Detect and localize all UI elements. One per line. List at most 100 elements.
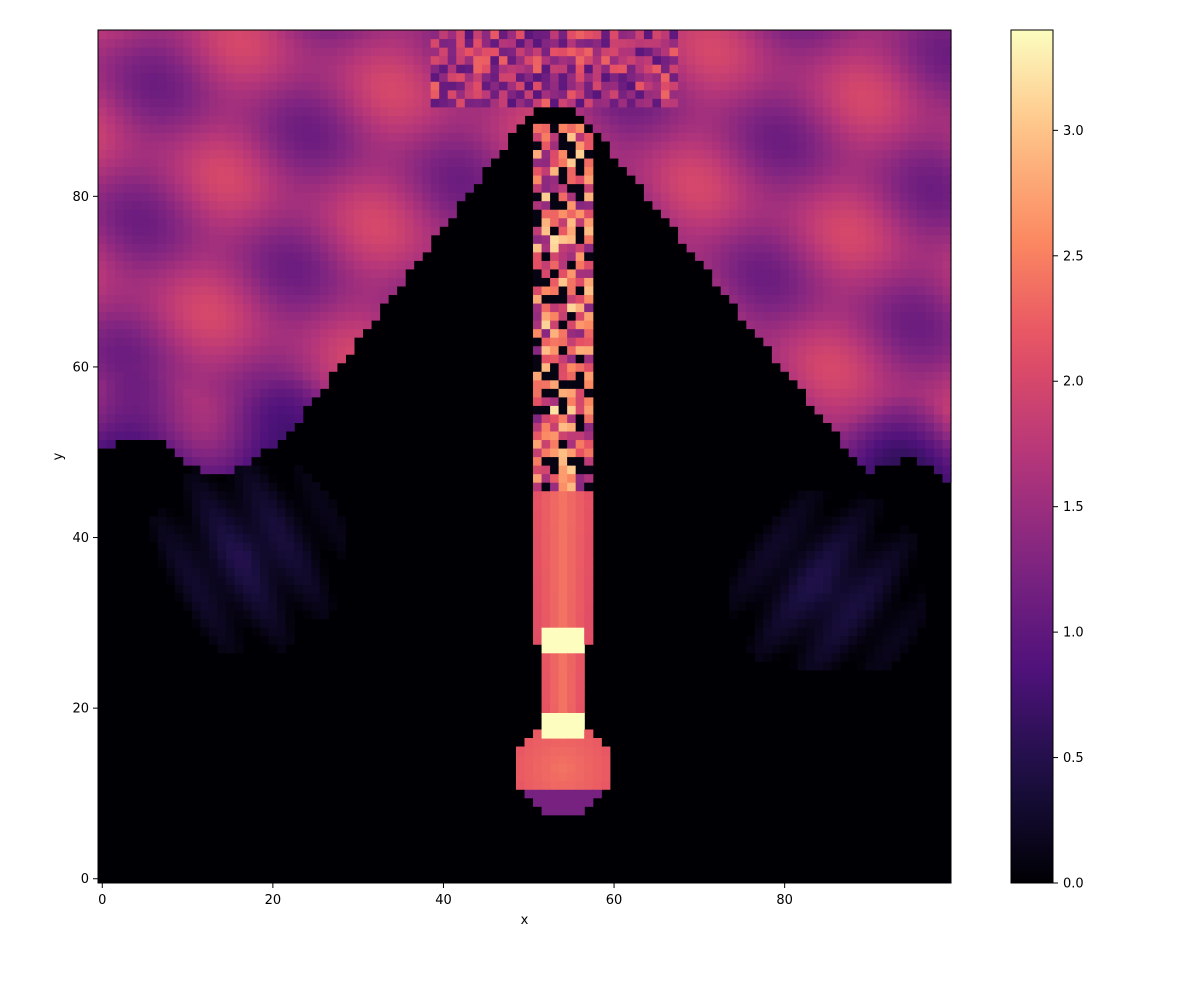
heatmap-cell: [737, 285, 747, 296]
heatmap-cell: [754, 627, 764, 637]
heatmap-cell: [140, 234, 150, 244]
heatmap-cell: [797, 140, 807, 151]
heatmap-cell: [660, 140, 671, 151]
heatmap-cell: [805, 268, 816, 278]
heatmap-cell: [157, 217, 167, 227]
heatmap-cell: [362, 166, 372, 176]
heatmap-cell: [311, 89, 321, 99]
heatmap-cell: [234, 294, 244, 304]
heatmap-cell: [123, 81, 133, 91]
y-tick-label: 60: [72, 360, 89, 375]
heatmap-cell: [567, 175, 577, 185]
heatmap-cell: [771, 106, 781, 116]
heatmap-cell: [524, 30, 534, 40]
heatmap-cell: [302, 226, 312, 236]
heatmap-cell: [191, 541, 201, 551]
heatmap-cell: [311, 490, 321, 500]
heatmap-cell: [925, 285, 935, 296]
heatmap-cell: [200, 192, 210, 202]
heatmap-cell: [575, 72, 585, 82]
heatmap-cell: [183, 379, 193, 389]
heatmap-cell: [294, 413, 304, 423]
heatmap-cell: [430, 64, 440, 74]
heatmap-cell: [592, 55, 602, 65]
heatmap-cell: [285, 106, 295, 116]
heatmap-cell: [899, 30, 909, 40]
heatmap-cell: [328, 302, 338, 313]
heatmap-cell: [823, 89, 833, 99]
heatmap-cell: [251, 149, 261, 159]
heatmap-cell: [575, 499, 585, 509]
heatmap-cell: [737, 260, 747, 270]
heatmap-cell: [464, 98, 474, 108]
heatmap-cell: [925, 371, 935, 381]
heatmap-cell: [626, 115, 636, 125]
heatmap-cell: [200, 149, 210, 159]
heatmap-cell: [123, 354, 133, 364]
heatmap-cell: [797, 234, 807, 244]
heatmap-cell: [379, 149, 389, 159]
heatmap-cell: [251, 490, 261, 500]
heatmap-cell: [302, 89, 312, 99]
y-axis-label: y: [51, 452, 66, 460]
heatmap-cell: [899, 439, 909, 449]
heatmap-cell: [268, 354, 278, 364]
heatmap-cell: [678, 192, 688, 202]
heatmap-cell: [908, 30, 918, 40]
heatmap-cell: [865, 123, 875, 133]
heatmap-cell: [362, 140, 372, 151]
heatmap-cell: [115, 337, 125, 347]
heatmap-cell: [567, 465, 577, 475]
heatmap-cell: [823, 166, 833, 176]
heatmap-cell: [831, 371, 841, 381]
heatmap-cell: [584, 362, 594, 372]
heatmap-cell: [243, 533, 253, 543]
heatmap-cell: [797, 192, 807, 202]
heatmap-cell: [575, 311, 585, 321]
heatmap-cell: [874, 209, 884, 219]
heatmap-cell: [797, 200, 807, 210]
heatmap-cell: [865, 584, 875, 594]
heatmap-cell: [533, 541, 543, 551]
heatmap-cell: [746, 72, 756, 82]
heatmap-cell: [285, 405, 295, 415]
heatmap-cell: [191, 473, 201, 483]
heatmap-cell: [268, 584, 278, 594]
heatmap-cell: [678, 217, 688, 227]
heatmap-cell: [140, 388, 150, 398]
heatmap-cell: [98, 226, 108, 236]
heatmap-cell: [336, 541, 346, 551]
heatmap-cell: [652, 64, 662, 74]
heatmap-cell: [567, 746, 577, 756]
heatmap-cell: [643, 149, 654, 159]
heatmap-cell: [550, 388, 560, 398]
heatmap-cell: [243, 413, 253, 423]
heatmap-cell: [243, 251, 253, 261]
heatmap-cell: [191, 115, 201, 125]
heatmap-cell: [601, 55, 611, 65]
heatmap-cell: [319, 507, 329, 517]
heatmap-cell: [550, 81, 560, 91]
heatmap-cell: [336, 277, 346, 287]
heatmap-cell: [729, 98, 739, 108]
heatmap-cell: [558, 243, 568, 253]
heatmap-cell: [183, 64, 193, 74]
heatmap-cell: [916, 251, 927, 261]
heatmap-cell: [396, 106, 406, 116]
heatmap-cell: [268, 490, 278, 500]
heatmap-cell: [567, 294, 577, 304]
heatmap-cell: [601, 755, 611, 765]
heatmap-cell: [277, 618, 287, 628]
heatmap-cell: [550, 789, 560, 799]
heatmap-cell: [456, 47, 466, 57]
heatmap-cell: [584, 72, 594, 82]
heatmap-cell: [388, 98, 398, 108]
heatmap-cell: [353, 311, 364, 321]
heatmap-cell: [916, 166, 927, 176]
heatmap-cell: [200, 132, 210, 142]
heatmap-cell: [243, 140, 253, 151]
heatmap-cell: [541, 627, 551, 637]
heatmap-cell: [865, 567, 875, 577]
heatmap-cell: [285, 166, 295, 176]
heatmap-cell: [865, 456, 875, 466]
